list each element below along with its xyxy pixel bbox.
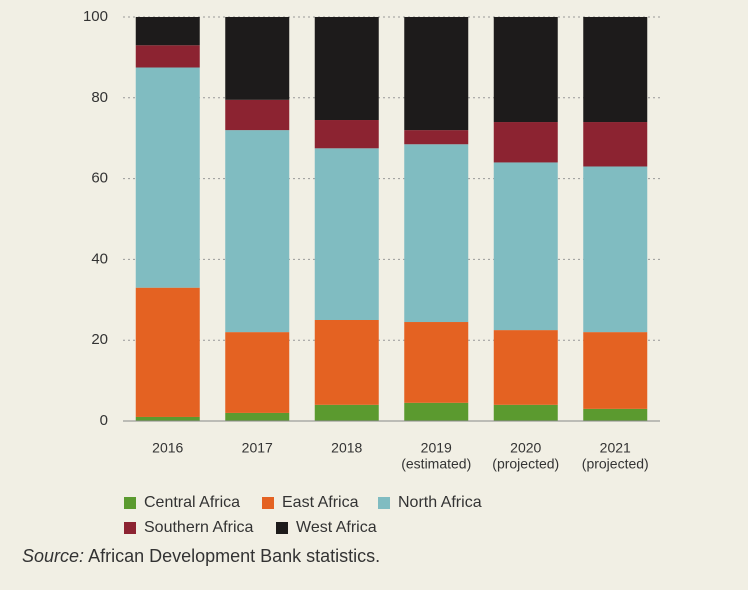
bar-segment: [493, 17, 558, 123]
bar-segment: [583, 17, 648, 123]
bar-segment: [493, 162, 558, 331]
bar-segment: [493, 330, 558, 405]
legend-label: North Africa: [398, 494, 482, 511]
legend-label: East Africa: [282, 494, 359, 511]
bar-segment: [404, 402, 469, 421]
bar-segment: [225, 130, 290, 333]
bar-segment: [314, 17, 379, 121]
source: Source: African Development Bank statist…: [22, 546, 380, 566]
bar-segment: [135, 45, 200, 68]
bar-segment: [493, 122, 558, 163]
legend-label: Southern Africa: [144, 519, 254, 536]
bar-segment: [314, 404, 379, 421]
legend-swatch: [262, 497, 274, 509]
bar-segment: [135, 416, 200, 421]
y-tick-label: 80: [91, 89, 108, 106]
x-tick-label: 2016: [152, 440, 183, 456]
bar-segment: [225, 332, 290, 413]
bar-segment: [314, 120, 379, 149]
bar-segment: [404, 322, 469, 403]
legend-swatch: [124, 497, 136, 509]
bar-segment: [493, 404, 558, 421]
x-tick-label: 2020: [510, 440, 541, 456]
bar-segment: [404, 130, 469, 145]
x-tick-label: (projected): [492, 456, 559, 472]
bar-segment: [583, 122, 648, 167]
x-tick-label: 2017: [242, 440, 273, 456]
bar-segment: [225, 99, 290, 131]
bar-segment: [135, 67, 200, 288]
x-tick-label: 2019: [421, 440, 452, 456]
x-tick-label: 2021: [600, 440, 631, 456]
y-tick-label: 20: [91, 331, 108, 348]
bar-segment: [225, 17, 290, 100]
y-tick-label: 60: [91, 170, 108, 187]
legend-label: West Africa: [296, 519, 377, 536]
x-tick-label: (projected): [582, 456, 649, 472]
x-tick-label: (estimated): [401, 456, 471, 472]
bar-segment: [314, 320, 379, 405]
bar-segment: [135, 287, 200, 417]
legend-swatch: [124, 522, 136, 534]
legend-label: Central Africa: [144, 494, 240, 511]
bar-segment: [404, 144, 469, 323]
bar-segment: [135, 17, 200, 46]
bar-segment: [583, 408, 648, 421]
source-text: African Development Bank statistics.: [88, 546, 380, 566]
y-tick-label: 100: [83, 8, 108, 25]
legend-swatch: [276, 522, 288, 534]
source-label: Source:: [22, 546, 84, 566]
bar-segment: [225, 412, 290, 421]
bar-segment: [583, 332, 648, 409]
x-tick-label: 2018: [331, 440, 362, 456]
y-tick-label: 40: [91, 250, 108, 267]
bar-segment: [404, 17, 469, 131]
legend-swatch: [378, 497, 390, 509]
bar-segment: [314, 148, 379, 320]
bar-segment: [583, 166, 648, 333]
y-tick-label: 0: [100, 412, 108, 429]
